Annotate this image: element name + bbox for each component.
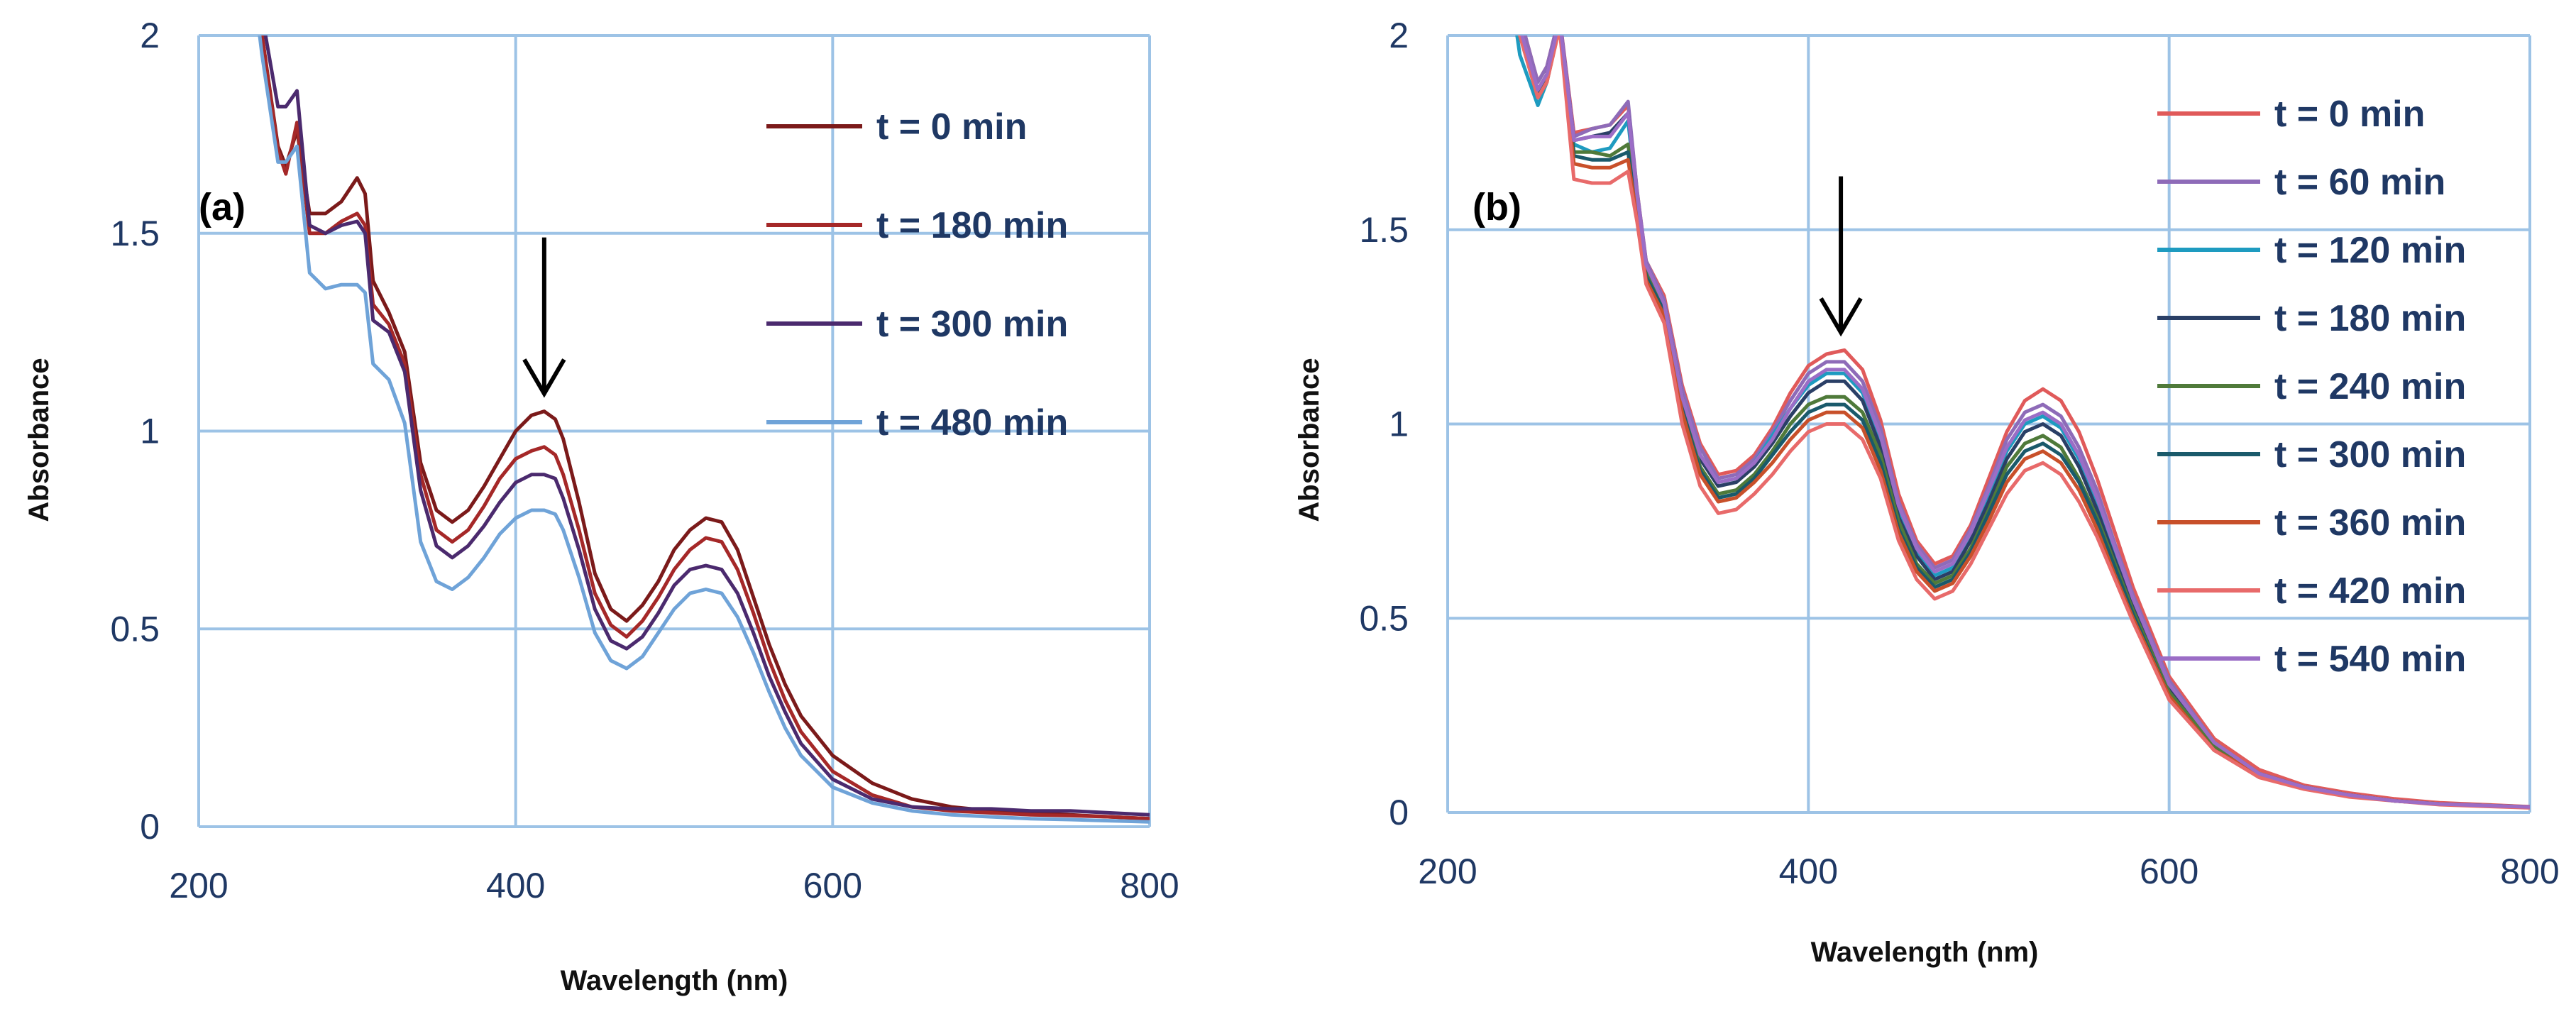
- band-arrow: [522, 237, 566, 398]
- x-tick-label: 800: [2500, 852, 2559, 891]
- series-line: [1520, 35, 2530, 809]
- x-tick-label: 200: [1418, 852, 1477, 891]
- x-tick-label: 400: [486, 866, 545, 905]
- y-tick-label: 0.5: [1359, 598, 1409, 638]
- y-tick-label: 0.5: [110, 609, 160, 649]
- y-tick-label: 0: [140, 807, 160, 847]
- legend-label: t = 180 min: [2274, 298, 2466, 339]
- x-tick-label: 800: [1120, 866, 1179, 905]
- legend-label: t = 300 min: [2274, 434, 2466, 475]
- y-tick-label: 1.5: [1359, 210, 1409, 250]
- x-tick-label: 200: [169, 866, 228, 905]
- y-axis-title: Absorbance: [23, 358, 55, 522]
- band-arrow: [1819, 176, 1863, 337]
- x-tick-label: 600: [803, 866, 862, 905]
- y-tick-label: 1: [140, 412, 160, 451]
- legend-label: t = 0 min: [876, 106, 1027, 148]
- series-line: [1518, 35, 2530, 810]
- series-line: [263, 35, 1150, 817]
- y-tick-label: 2: [1389, 16, 1409, 55]
- legend-label: t = 420 min: [2274, 571, 2466, 612]
- series-line: [260, 35, 1150, 821]
- x-tick-label: 400: [1779, 852, 1838, 891]
- legend-label: t = 180 min: [876, 205, 1068, 246]
- y-tick-label: 1: [1389, 404, 1409, 444]
- legend-label: t = 240 min: [2274, 366, 2466, 407]
- legend-label: t = 540 min: [2274, 639, 2466, 680]
- series-line: [258, 35, 1150, 824]
- y-tick-label: 2: [140, 16, 160, 55]
- legend-label: t = 360 min: [2274, 502, 2466, 544]
- legend-label: t = 300 min: [876, 304, 1068, 345]
- panel-label: (b): [1473, 186, 1521, 228]
- legend-label: t = 480 min: [876, 402, 1068, 444]
- x-axis-title: Wavelength (nm): [1811, 937, 2039, 968]
- x-tick-label: 600: [2140, 852, 2198, 891]
- x-axis-title: Wavelength (nm): [561, 965, 788, 996]
- y-tick-label: 1.5: [110, 214, 160, 253]
- panel-label: (a): [199, 186, 246, 228]
- legend-label: t = 120 min: [2274, 230, 2466, 271]
- panel-a: 200 400 600 800 0 0.5 1 1.5 2 (a) t = 0 min t = 180…: [23, 16, 1179, 996]
- panel-b: 200 400 600 800 0 0.5 1 1.5 2 (b) t = 0 min t = 60 …: [1294, 16, 2560, 968]
- y-axis-title: Absorbance: [1294, 358, 1325, 522]
- series-line: [1518, 35, 2530, 809]
- legend-label: t = 60 min: [2274, 162, 2445, 203]
- y-tick-label: 0: [1389, 793, 1409, 832]
- series-line: [260, 35, 1150, 821]
- legend-label: t = 0 min: [2274, 94, 2425, 135]
